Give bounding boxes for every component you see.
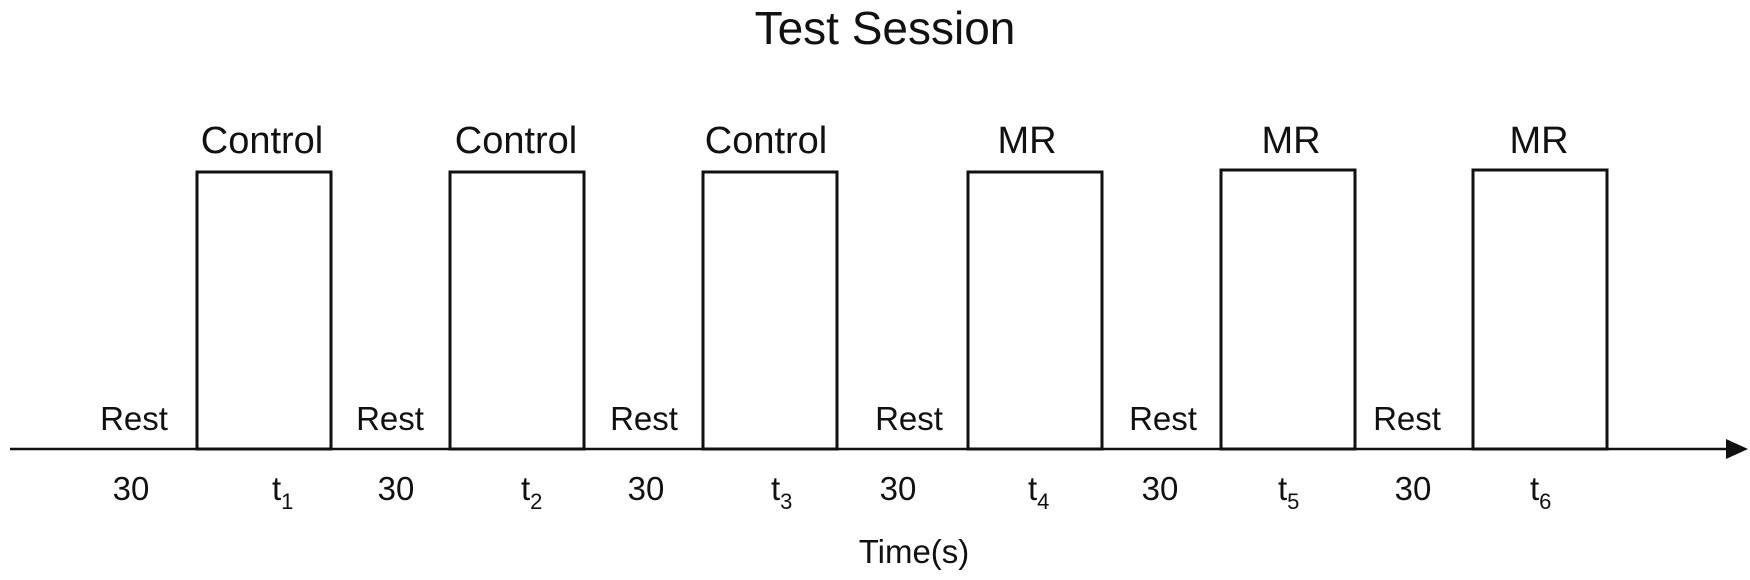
block-4-rect: [966, 170, 1104, 451]
diagram-title: Test Session: [755, 2, 1016, 54]
rest-5-label: Rest: [1129, 400, 1197, 437]
block-1-duration-main: t: [272, 470, 281, 507]
block-2-duration-main: t: [521, 470, 530, 507]
rest-2-duration: 30: [378, 470, 415, 507]
block-2-label: Control: [455, 120, 578, 162]
rest-6-label: Rest: [1373, 400, 1441, 437]
block-3-duration-sub: 3: [780, 489, 792, 514]
rest-2-label: Rest: [356, 400, 424, 437]
rest-1-label: Rest: [100, 400, 168, 437]
block-4-duration: t4: [1028, 470, 1049, 514]
block-2-duration-sub: 2: [530, 489, 542, 514]
time-axis-arrowhead: [1726, 439, 1748, 459]
block-1-duration: t1: [272, 470, 293, 514]
block-1-rect: [195, 170, 333, 451]
rest-4-label: Rest: [875, 400, 943, 437]
block-3-duration: t3: [771, 470, 792, 514]
block-5-rect: [1219, 168, 1357, 451]
block-1-duration-sub: 1: [281, 489, 293, 514]
rest-3-duration: 30: [628, 470, 665, 507]
block-6-label: MR: [1509, 120, 1568, 162]
axis-title: Time(s): [859, 533, 970, 570]
rest-3-label: Rest: [610, 400, 678, 437]
block-3-duration-main: t: [771, 470, 780, 507]
block-3-rect: [701, 170, 839, 451]
block-6-duration-sub: 6: [1539, 489, 1551, 514]
block-5-duration: t5: [1278, 470, 1299, 514]
block-3-label: Control: [705, 120, 828, 162]
block-4-label: MR: [997, 120, 1056, 162]
rest-5-duration: 30: [1142, 470, 1179, 507]
block-4-duration-main: t: [1028, 470, 1037, 507]
block-6-duration: t6: [1530, 470, 1551, 514]
block-2-duration: t2: [521, 470, 542, 514]
block-5-duration-sub: 5: [1287, 489, 1299, 514]
block-4-duration-sub: 4: [1037, 489, 1049, 514]
rest-4-duration: 30: [880, 470, 917, 507]
block-6-duration-main: t: [1530, 470, 1539, 507]
rest-1-duration: 30: [113, 470, 150, 507]
rest-6-duration: 30: [1395, 470, 1432, 507]
block-2-rect: [448, 170, 586, 451]
block-5-label: MR: [1261, 120, 1320, 162]
block-6-rect: [1471, 168, 1609, 451]
block-1-label: Control: [201, 120, 324, 162]
block-5-duration-main: t: [1278, 470, 1287, 507]
